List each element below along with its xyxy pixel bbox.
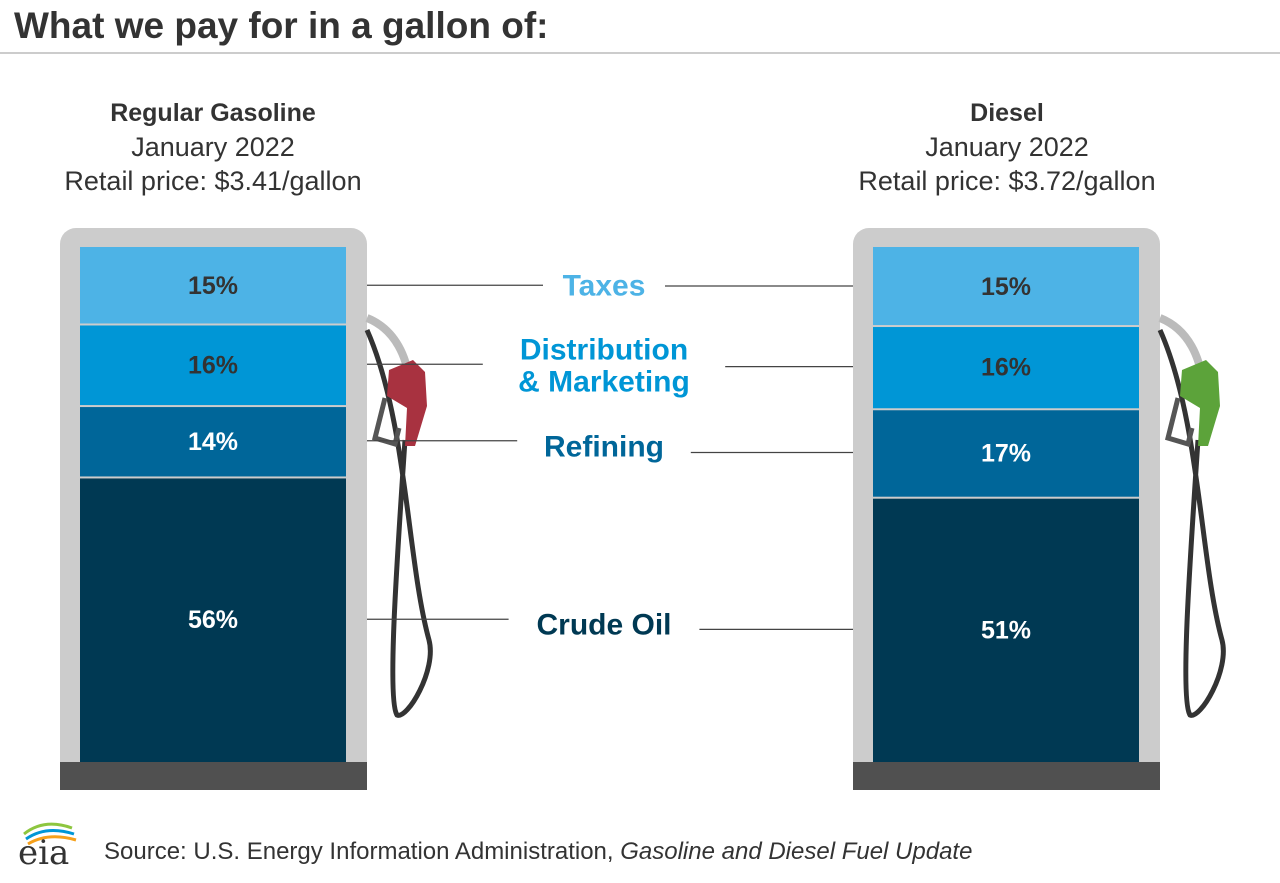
gasoline-value-label: 15% xyxy=(188,272,238,300)
diesel-value-label: 16% xyxy=(981,354,1031,382)
title-divider xyxy=(0,52,1280,54)
diesel-value-label: 51% xyxy=(981,616,1031,644)
diesel-bar-taxes xyxy=(873,247,1139,326)
gasoline-bar-taxes xyxy=(80,247,346,324)
gasoline-value-label: 14% xyxy=(188,428,238,456)
gasoline-hose xyxy=(364,328,433,718)
gasoline-value-label: 16% xyxy=(188,351,238,379)
legend-crude: Crude Oil xyxy=(536,608,671,641)
gasoline-bar-refining xyxy=(80,407,346,477)
diesel-value-label: 15% xyxy=(981,273,1031,301)
gasoline-bar-distribution xyxy=(80,325,346,406)
eia-logo-text: eia xyxy=(18,833,69,868)
gasoline-nozzle-icon xyxy=(387,360,427,446)
gasoline-bar-crude xyxy=(80,478,346,762)
gasoline-header: Regular Gasoline January 2022 Retail pri… xyxy=(3,96,423,198)
legend-taxes: Taxes xyxy=(563,270,646,303)
eia-logo: eia xyxy=(14,812,94,873)
diesel-value-label: 17% xyxy=(981,439,1031,467)
diesel-hose xyxy=(1157,328,1226,718)
gasoline-price: Retail price: $3.41/gallon xyxy=(64,166,362,196)
gasoline-value-label: 56% xyxy=(188,606,238,634)
diesel-bar-crude xyxy=(873,498,1139,762)
diesel-period: January 2022 xyxy=(925,132,1089,162)
diesel-pump-base xyxy=(853,762,1160,790)
legend-distribution: & Marketing xyxy=(518,365,690,398)
source-publication: Gasoline and Diesel Fuel Update xyxy=(620,838,973,865)
diesel-name: Diesel xyxy=(970,99,1044,127)
diesel-bar-distribution xyxy=(873,327,1139,409)
pump-chart: 15% 16% 14% 56% 15% 16% 17% 51% Taxes Distributio… xyxy=(60,228,1226,790)
diesel-nozzle-icon xyxy=(1180,360,1220,446)
gasoline-name: Regular Gasoline xyxy=(110,99,316,127)
source-note: Source: U.S. Energy Information Administ… xyxy=(104,836,972,868)
legend-refining: Refining xyxy=(544,431,664,464)
diesel-header: Diesel January 2022 Retail price: $3.72/… xyxy=(797,96,1217,198)
chart-title: What we pay for in a gallon of: xyxy=(14,5,549,46)
source-prefix: Source: U.S. Energy Information Administ… xyxy=(104,838,621,865)
diesel-bar-refining xyxy=(873,410,1139,497)
gasoline-period: January 2022 xyxy=(131,132,295,162)
diesel-price: Retail price: $3.72/gallon xyxy=(858,166,1156,196)
diesel-nozzle-trigger xyxy=(1164,397,1195,448)
gasoline-pump-base xyxy=(60,762,367,790)
legend-distribution: Distribution xyxy=(520,333,688,366)
